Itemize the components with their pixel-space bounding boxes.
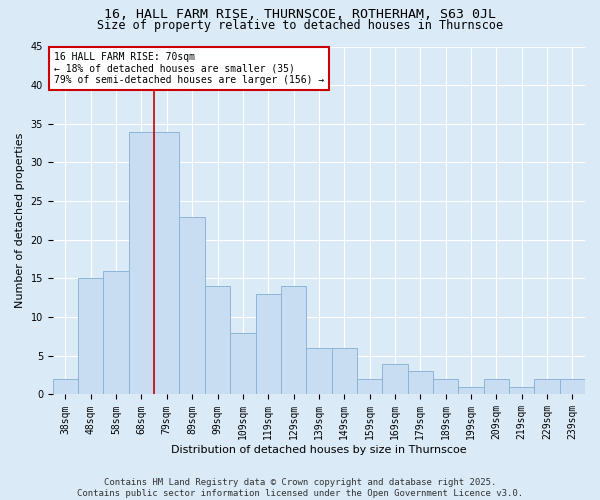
Bar <box>407 372 433 394</box>
Bar <box>484 379 509 394</box>
Bar <box>103 270 129 394</box>
Bar <box>332 348 357 395</box>
Bar <box>560 379 585 394</box>
X-axis label: Distribution of detached houses by size in Thurnscoe: Distribution of detached houses by size … <box>171 445 467 455</box>
Text: Size of property relative to detached houses in Thurnscoe: Size of property relative to detached ho… <box>97 18 503 32</box>
Bar <box>357 379 382 394</box>
Bar <box>205 286 230 395</box>
Bar <box>306 348 332 395</box>
Bar <box>53 379 78 394</box>
Bar <box>256 294 281 394</box>
Y-axis label: Number of detached properties: Number of detached properties <box>15 133 25 308</box>
Text: 16 HALL FARM RISE: 70sqm
← 18% of detached houses are smaller (35)
79% of semi-d: 16 HALL FARM RISE: 70sqm ← 18% of detach… <box>54 52 324 85</box>
Bar <box>535 379 560 394</box>
Bar <box>78 278 103 394</box>
Bar <box>458 386 484 394</box>
Text: Contains HM Land Registry data © Crown copyright and database right 2025.
Contai: Contains HM Land Registry data © Crown c… <box>77 478 523 498</box>
Bar <box>154 132 179 394</box>
Bar <box>382 364 407 394</box>
Bar <box>509 386 535 394</box>
Bar <box>129 132 154 394</box>
Text: 16, HALL FARM RISE, THURNSCOE, ROTHERHAM, S63 0JL: 16, HALL FARM RISE, THURNSCOE, ROTHERHAM… <box>104 8 496 20</box>
Bar <box>433 379 458 394</box>
Bar <box>179 216 205 394</box>
Bar <box>281 286 306 395</box>
Bar <box>230 332 256 394</box>
